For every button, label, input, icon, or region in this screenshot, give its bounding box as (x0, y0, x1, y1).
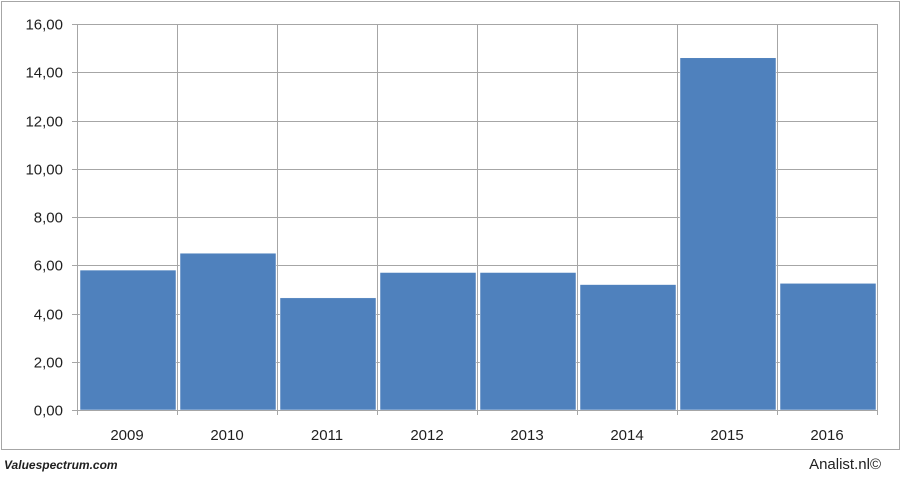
y-tick-label: 16,00 (25, 17, 63, 34)
x-tick-label: 2012 (410, 427, 443, 444)
y-tick-label: 6,00 (34, 258, 63, 275)
x-tick-label: 2013 (510, 427, 543, 444)
source-label-left: Valuespectrum.com (4, 458, 118, 472)
y-tick-label: 10,00 (25, 162, 63, 179)
bar-2012 (379, 272, 477, 411)
y-tick-label: 4,00 (34, 307, 63, 324)
x-tick-label: 2011 (311, 427, 343, 444)
bar-2016 (779, 283, 877, 411)
bar-2010 (179, 252, 277, 411)
bar-2009 (79, 269, 177, 411)
bar-2011 (279, 297, 377, 411)
bar-2014 (579, 284, 677, 411)
y-tick-label: 0,00 (34, 403, 63, 420)
x-tick-label: 2015 (710, 427, 743, 444)
source-label-right: Analist.nl© (809, 456, 881, 473)
x-tick-label: 2014 (610, 427, 643, 444)
y-tick-label: 14,00 (25, 65, 63, 82)
y-tick-label: 12,00 (25, 114, 63, 131)
y-tick-label: 8,00 (34, 210, 63, 227)
bar-2015 (679, 57, 777, 411)
x-tick-label: 2016 (810, 427, 843, 444)
bar-2013 (479, 272, 577, 411)
x-tick-label: 2009 (110, 427, 143, 444)
chart-frame (1, 1, 900, 450)
y-tick-label: 2,00 (34, 355, 63, 372)
x-tick-label: 2010 (210, 427, 243, 444)
